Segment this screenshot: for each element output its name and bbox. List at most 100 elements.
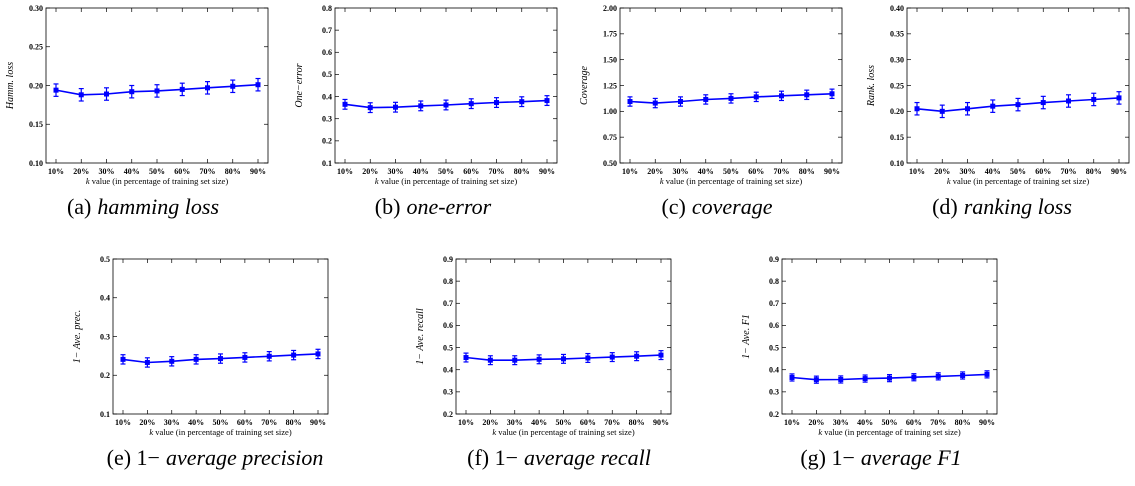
chart-panel-4: 0.10 0.15 0.20 0.25 0.30 0.35 0.40 10% 20% 30% 40%… [866,4,1130,219]
y-tick-label: 0.15 [29,120,43,129]
y-tick-label: 0.8 [322,4,332,13]
y-axis-label: 1− Ave. F1 [741,314,752,359]
data-point-marker [154,88,160,94]
x-tick-label: 10% [337,167,353,176]
x-tick-label: 40% [531,418,547,427]
x-tick-label: 30% [833,418,849,427]
x-tick-label: 20% [482,418,498,427]
chart-panel-6: 0.2 0.3 0.4 0.5 0.6 0.7 0.8 0.9 10% 20% 30% 40% 50% 6… [415,255,672,470]
data-point-marker [218,356,223,362]
x-tick-label: 20% [647,167,663,176]
x-axis-label: k value (in percentage of training set s… [818,427,960,437]
x-tick-label: 90% [310,418,326,427]
data-point-marker [965,106,970,112]
x-tick-label: 20% [808,418,824,427]
data-point-marker [255,82,261,88]
x-tick-label: 50% [438,167,454,176]
y-axis-label: Rank. loss [866,65,877,107]
data-point-marker [519,99,525,105]
y-tick-label: 0.3 [443,388,453,397]
x-tick-label: 90% [539,167,555,176]
y-tick-label: 0.40 [890,4,904,13]
y-tick-label: 0.3 [322,115,332,124]
y-tick-label: 0.2 [322,137,332,146]
y-tick-label: 0.7 [443,299,453,308]
data-point-marker [585,355,591,361]
y-tick-label: 0.3 [100,332,110,341]
x-tick-label: 50% [723,167,739,176]
panel-caption-prefix: (d) [932,194,958,219]
x-tick-label: 60% [174,167,190,176]
x-tick-label: 10% [48,167,64,176]
data-point-marker [703,96,709,102]
y-tick-label: 1.00 [603,107,617,116]
y-tick-label: 0.30 [29,4,43,13]
data-point-marker [939,108,945,114]
panel-caption-metric: average F1 [861,445,962,470]
panel-caption-prefix: (c) [661,194,685,219]
data-point-marker [728,95,734,101]
data-point-marker [169,358,175,364]
panel-caption: (e) 1− average precision [107,445,324,470]
x-tick-label: 60% [237,418,253,427]
data-point-marker [990,103,996,109]
y-tick-label: 0.9 [769,255,779,264]
panel-caption-metric: coverage [692,194,773,219]
panel-caption-metric: ranking loss [964,194,1072,219]
x-tick-label: 20% [139,418,155,427]
x-tick-label: 80% [286,418,302,427]
data-point-marker [418,103,424,109]
data-point-marker [291,352,297,358]
y-tick-label: 0.1 [322,159,332,168]
data-point-marker [53,87,59,93]
data-point-marker [487,357,493,363]
data-point-marker [789,374,795,380]
x-axis-label: k value (in percentage of training set s… [86,176,228,186]
x-tick-label: 10% [458,418,474,427]
x-tick-label: 80% [1086,167,1102,176]
x-tick-label: 60% [1035,167,1051,176]
x-tick-label: 90% [653,418,669,427]
y-tick-label: 0.10 [29,159,43,168]
x-axis-label-k: k [818,427,822,437]
y-tick-label: 0.1 [100,410,110,419]
y-tick-label: 0.20 [890,107,904,116]
data-point-marker [935,373,941,379]
data-point-marker [230,83,236,89]
y-tick-label: 0.7 [322,26,332,35]
data-point-marker [468,101,474,107]
x-tick-label: 60% [748,167,764,176]
panel-caption-prefix: (g) 1− [800,445,855,470]
data-point-marker [779,93,784,99]
x-tick-label: 50% [882,418,898,427]
data-point-marker [627,99,633,105]
x-axis-label-text: value (in percentage of training set siz… [90,176,229,186]
x-tick-label: 80% [629,418,645,427]
y-tick-label: 0.35 [890,30,904,39]
data-point-marker [813,377,819,383]
y-tick-label: 0.5 [100,255,110,264]
x-axis-label-text: value (in percentage of training set siz… [379,176,518,186]
y-tick-label: 0.6 [769,321,779,330]
x-tick-label: 40% [188,418,204,427]
x-tick-label: 60% [906,418,922,427]
x-tick-label: 50% [213,418,229,427]
x-tick-label: 40% [124,167,140,176]
data-point-marker [78,92,84,98]
y-tick-label: 0.4 [443,366,453,375]
x-tick-label: 80% [225,167,241,176]
x-tick-label: 70% [930,418,946,427]
x-tick-label: 80% [514,167,530,176]
data-point-marker [658,352,664,358]
chart-panel-3: 0.50 0.75 1.00 1.25 1.50 1.75 2.00 10% 20% 30% 40%… [579,4,843,219]
data-point-marker [862,376,868,382]
plot-frame [334,7,558,164]
x-tick-label: 70% [489,167,505,176]
y-tick-label: 2.00 [603,4,617,13]
data-point-marker [342,101,348,107]
data-point-marker [960,372,966,378]
data-point-marker [120,356,126,362]
x-tick-label: 70% [774,167,790,176]
chart-panel-5: 0.1 0.2 0.3 0.4 0.5 10% 20% 30% 40% 50% 60% 70% 80% 9… [72,255,329,470]
